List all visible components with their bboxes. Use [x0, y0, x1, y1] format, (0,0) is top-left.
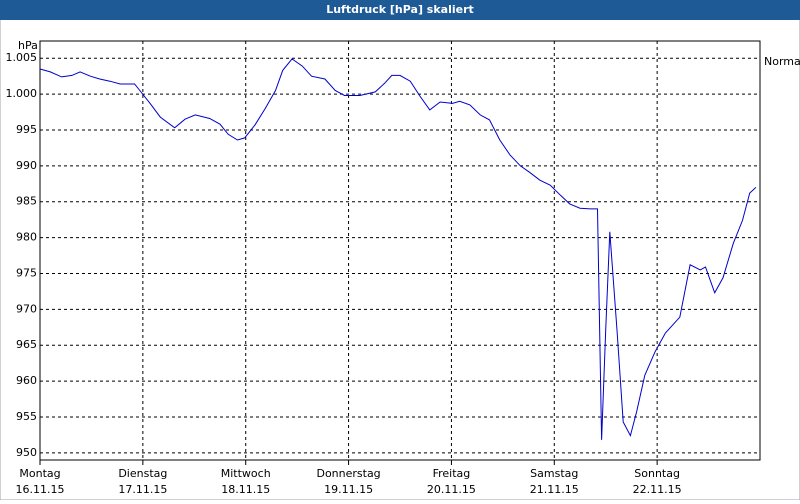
y-tick-label: 980	[16, 231, 37, 244]
y-tick-label: 985	[16, 195, 37, 208]
x-tick-label: Sonntag	[634, 467, 680, 480]
y-tick-label: 955	[16, 410, 37, 423]
y-tick-label: 965	[16, 338, 37, 351]
x-tick-date: 16.11.15	[16, 483, 65, 496]
y-tick-label: 975	[16, 266, 37, 279]
y-axis-label: hPa	[18, 39, 38, 52]
x-tick-label: Freitag	[433, 467, 471, 480]
x-tick-date: 21.11.15	[530, 483, 579, 496]
x-tick-label: Dienstag	[118, 467, 167, 480]
x-tick-label: Donnerstag	[316, 467, 380, 480]
legend-label: Normal	[764, 55, 800, 68]
x-tick-label: Mittwoch	[221, 467, 271, 480]
x-tick-label: Montag	[19, 467, 60, 480]
y-tick-label: 970	[16, 302, 37, 315]
y-tick-label: 950	[16, 446, 37, 459]
y-tick-label: 960	[16, 374, 37, 387]
y-tick-label: 995	[16, 123, 37, 136]
x-tick-date: 19.11.15	[324, 483, 373, 496]
plot-frame	[39, 40, 761, 461]
x-tick-date: 20.11.15	[427, 483, 476, 496]
x-tick-date: 18.11.15	[221, 483, 270, 496]
line	[39, 58, 757, 440]
chart-title: Luftdruck [hPa] skaliert	[326, 3, 474, 16]
y-tick-label: 1.000	[6, 87, 38, 100]
y-tick-label: 1.005	[6, 51, 38, 64]
x-tick-date: 22.11.15	[633, 483, 682, 496]
y-tick-label: 990	[16, 159, 37, 172]
x-tick-date: 17.11.15	[118, 483, 167, 496]
x-tick-label: Samstag	[530, 467, 578, 480]
title-bar	[0, 0, 800, 20]
